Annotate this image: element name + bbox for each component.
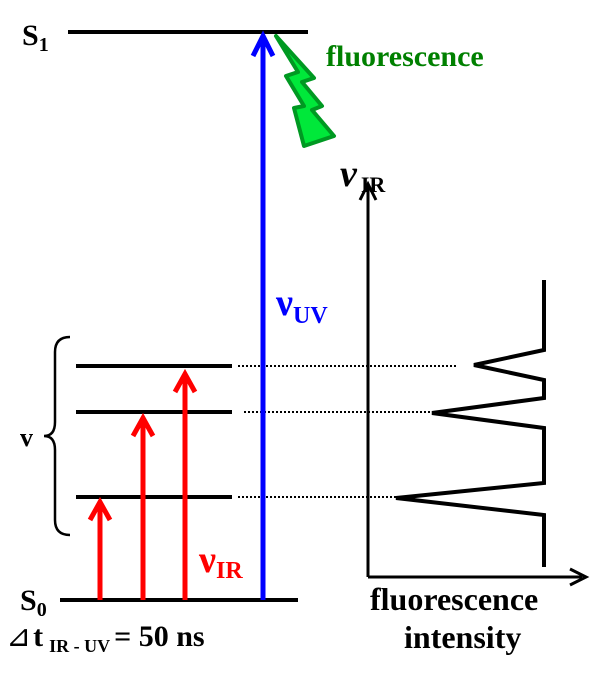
axis-nu-ir-label: ν IR — [340, 153, 386, 197]
delta-t-label: ⊿t IR - UV = 50 ns — [6, 620, 205, 656]
nu-uv-label: νUV — [275, 282, 328, 329]
x-axis-label-line1: fluorescence — [370, 581, 538, 617]
nu-ir-label: νIR — [198, 539, 243, 584]
ir-arrows — [87, 368, 198, 600]
fluorescence-bolt-icon — [274, 34, 336, 148]
x-axis-label-line2: intensity — [404, 619, 521, 655]
v-label: v — [20, 423, 33, 452]
s0-label: S0 — [20, 584, 47, 621]
s1-label: S1 — [22, 19, 49, 56]
uv-arrowhead — [250, 30, 276, 58]
fluorescence-spectrum — [395, 280, 546, 567]
fluorescence-label: fluorescence — [326, 40, 484, 73]
v-brace — [43, 335, 71, 537]
